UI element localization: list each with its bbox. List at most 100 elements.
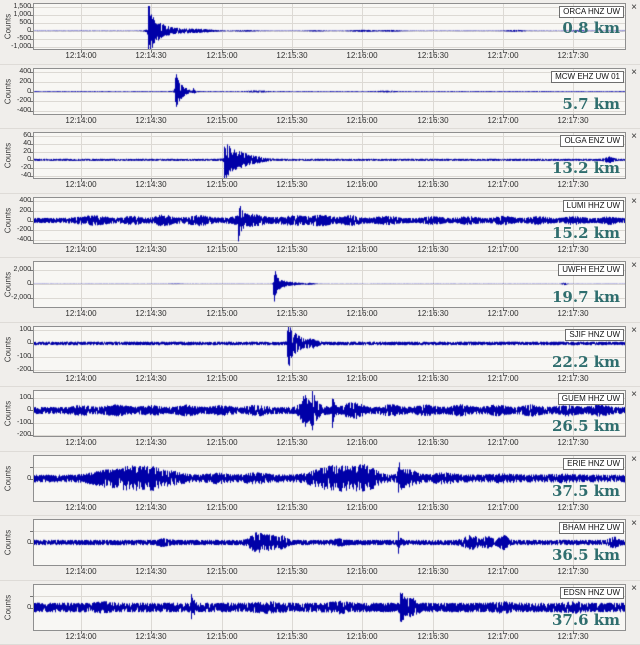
x-tick-mark (151, 437, 152, 440)
y-tick-mark (30, 423, 33, 424)
station-label: OLGA ENZ UW (560, 135, 624, 147)
x-tick-label: 12:17:30 (557, 438, 589, 447)
y-tick-label: -100 (16, 352, 31, 360)
x-tick-label: 12:15:00 (206, 180, 238, 189)
close-button[interactable]: × (628, 131, 640, 143)
close-button[interactable]: × (628, 518, 640, 530)
x-tick-label: 12:14:30 (135, 631, 167, 641)
plot-area[interactable]: BHAM HHZ UW 36.5 km (33, 519, 626, 566)
x-tick-label: 12:14:00 (65, 51, 97, 60)
x-tick-mark (81, 243, 82, 247)
y-tick-label: 0 (27, 156, 31, 163)
x-tick-label: 12:17:30 (557, 631, 589, 641)
plot-area[interactable]: UWFH EHZ UW 19.7 km (33, 261, 626, 308)
x-tick-label: 12:17:30 (557, 180, 589, 189)
waveform-trace (34, 133, 625, 178)
plot-area[interactable]: SJIF HNZ UW 22.2 km (33, 325, 626, 373)
distance-label: 15.2 km (551, 223, 620, 242)
plot-area[interactable]: GUEM HHZ UW 26.5 km (33, 390, 626, 437)
x-tick-label: 12:15:00 (206, 631, 238, 641)
y-tick-mark (30, 200, 33, 202)
y-tick-label: -200 (16, 431, 31, 438)
distance-label: 19.7 km (551, 288, 620, 306)
station-label: ORCA HNZ UW (559, 6, 624, 18)
x-tick-label: 12:16:30 (417, 631, 449, 641)
x-tick-mark (433, 372, 434, 376)
x-tick-mark (81, 501, 82, 505)
x-tick-mark (222, 630, 223, 634)
waveform-trace (34, 68, 625, 114)
close-button[interactable]: × (628, 325, 640, 337)
x-tick-label: 12:14:00 (65, 180, 97, 189)
x-tick-mark (81, 437, 82, 440)
plot-area[interactable]: EDSN HNZ UW 37.6 km (33, 583, 626, 631)
station-label: MCW EHZ UW 01 (551, 70, 624, 83)
x-tick-mark (362, 630, 363, 634)
y-tick-mark (30, 356, 33, 358)
distance-label: 37.6 km (551, 610, 620, 629)
plot-area[interactable]: ERIE HNZ UW 37.5 km (33, 454, 626, 502)
y-tick-label: 0 (27, 27, 31, 34)
distance-label: 22.2 km (551, 352, 620, 371)
y-tick-mark (30, 239, 33, 241)
waveform-panel: Counts UWFH EHZ UW 19.7 km × 12:14:00 12:… (0, 258, 640, 323)
x-tick-label: 12:16:30 (417, 244, 449, 254)
x-tick-label: 12:16:00 (346, 502, 378, 512)
x-tick-label: 12:14:30 (135, 115, 167, 125)
waveform-panel: Counts EDSN HNZ UW 37.6 km × 12:14:00 12:… (0, 580, 640, 645)
x-tick-mark (292, 50, 293, 53)
y-tick-mark (30, 7, 33, 8)
x-tick-label: 12:16:00 (346, 115, 378, 125)
x-tick-mark (151, 243, 152, 247)
close-button[interactable]: × (628, 196, 640, 208)
x-tick-mark (573, 50, 574, 53)
x-tick-mark (573, 630, 574, 634)
x-tick-mark (222, 308, 223, 311)
y-tick-label: 0 (27, 603, 31, 611)
plot-area[interactable]: ORCA HNZ UW 0.8 km (33, 3, 626, 50)
y-tick-mark (30, 81, 33, 83)
x-tick-mark (503, 179, 504, 182)
x-tick-label: 12:15:00 (206, 51, 238, 60)
x-tick-mark (573, 179, 574, 182)
x-tick-mark (292, 372, 293, 376)
close-button[interactable]: × (628, 583, 640, 595)
x-tick-mark (573, 372, 574, 376)
x-tick-mark (151, 630, 152, 634)
x-tick-mark (573, 114, 574, 118)
y-tick-label: 2,000 (13, 266, 31, 273)
waveform-trace (34, 455, 625, 501)
y-tick-label: -500 (16, 35, 31, 42)
y-tick-mark (30, 39, 33, 40)
y-tick-mark (30, 160, 33, 161)
y-tick-label: 40 (23, 140, 31, 147)
plot-area[interactable]: OLGA ENZ UW 13.2 km (33, 132, 626, 179)
x-tick-label: 12:15:30 (276, 567, 308, 576)
x-tick-label: 12:15:30 (276, 115, 308, 125)
x-tick-mark (292, 437, 293, 440)
x-tick-mark (222, 566, 223, 569)
plot-area[interactable]: LUMI HHZ UW 15.2 km (33, 196, 626, 244)
close-button[interactable]: × (628, 454, 640, 466)
y-tick-label: 200 (19, 77, 31, 85)
x-tick-mark (292, 179, 293, 182)
y-tick-label: -1,000 (11, 43, 31, 50)
close-button[interactable]: × (628, 67, 640, 79)
station-label: GUEM HHZ UW (557, 393, 624, 405)
x-tick-label: 12:17:00 (487, 115, 519, 125)
distance-label: 26.5 km (551, 417, 620, 435)
x-tick-label: 12:16:00 (346, 180, 378, 189)
y-tick-mark (30, 410, 33, 411)
y-tick-mark (30, 543, 33, 544)
close-button[interactable]: × (628, 389, 640, 401)
x-tick-label: 12:17:30 (557, 309, 589, 318)
close-button[interactable]: × (628, 2, 640, 14)
y-tick-label: 200 (19, 206, 31, 214)
plot-area[interactable]: MCW EHZ UW 01 5.7 km (33, 67, 626, 115)
y-tick-mark (30, 466, 33, 468)
x-tick-label: 12:17:30 (557, 244, 589, 254)
y-tick-label: -400 (16, 235, 31, 243)
y-tick-label: 100 (19, 325, 31, 333)
x-tick-mark (433, 566, 434, 569)
close-button[interactable]: × (628, 260, 640, 272)
